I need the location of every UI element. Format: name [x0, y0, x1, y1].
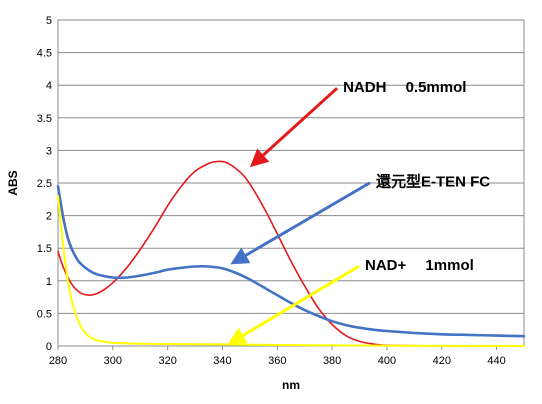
x-tick-label: 320	[158, 355, 176, 367]
y-tick-label: 5	[46, 15, 52, 27]
y-tick-label: 2.5	[37, 178, 52, 190]
y-axis-title: ABS	[6, 170, 20, 195]
reduced-e-ten-fc-arrow	[230, 181, 371, 265]
x-tick-label: 340	[213, 355, 231, 367]
reduced-e-ten-fc-curve	[56, 185, 526, 338]
x-axis-tick-labels: 280 300 320 340 360 380 400 420 440	[49, 346, 506, 367]
x-tick-label: 300	[104, 355, 122, 367]
x-tick-label: 440	[487, 355, 505, 367]
gridlines	[58, 52, 524, 314]
nad-plus-arrow	[227, 264, 360, 345]
reduced-e-ten-fc-annotation-label: 還元型E-TEN FC	[376, 173, 490, 191]
x-tick-label: 400	[378, 355, 396, 367]
x-tick-label: 380	[323, 355, 341, 367]
nadh-arrow	[249, 87, 339, 168]
y-tick-label: 2	[46, 211, 52, 223]
y-tick-label: 1.5	[37, 243, 52, 255]
y-tick-label: 4.5	[37, 48, 52, 60]
y-tick-label: 0.5	[37, 308, 52, 320]
annotations: NADH 0.5mmol 還元型E-TEN FC NAD+ 1mmol	[227, 79, 490, 345]
nadh-annotation-label: NADH 0.5mmol	[343, 79, 466, 96]
y-tick-label: 3.5	[37, 113, 52, 125]
series-lines	[56, 160, 526, 347]
y-axis-tick-labels: 0 0.5 1 1.5 2 2.5 3 3.5 4 4.5 5	[37, 15, 52, 353]
nadh-curve	[57, 160, 525, 347]
x-tick-label: 280	[49, 355, 67, 367]
x-tick-label: 420	[433, 355, 451, 367]
y-tick-label: 4	[46, 80, 52, 92]
y-tick-label: 3	[46, 145, 52, 157]
y-tick-label: 1	[46, 276, 52, 288]
nad-plus-annotation-label: NAD+ 1mmol	[365, 257, 474, 274]
y-tick-label: 0	[46, 341, 52, 353]
nad-plus-curve	[57, 195, 525, 347]
x-axis-title: nm	[282, 378, 300, 392]
x-tick-label: 360	[268, 355, 286, 367]
